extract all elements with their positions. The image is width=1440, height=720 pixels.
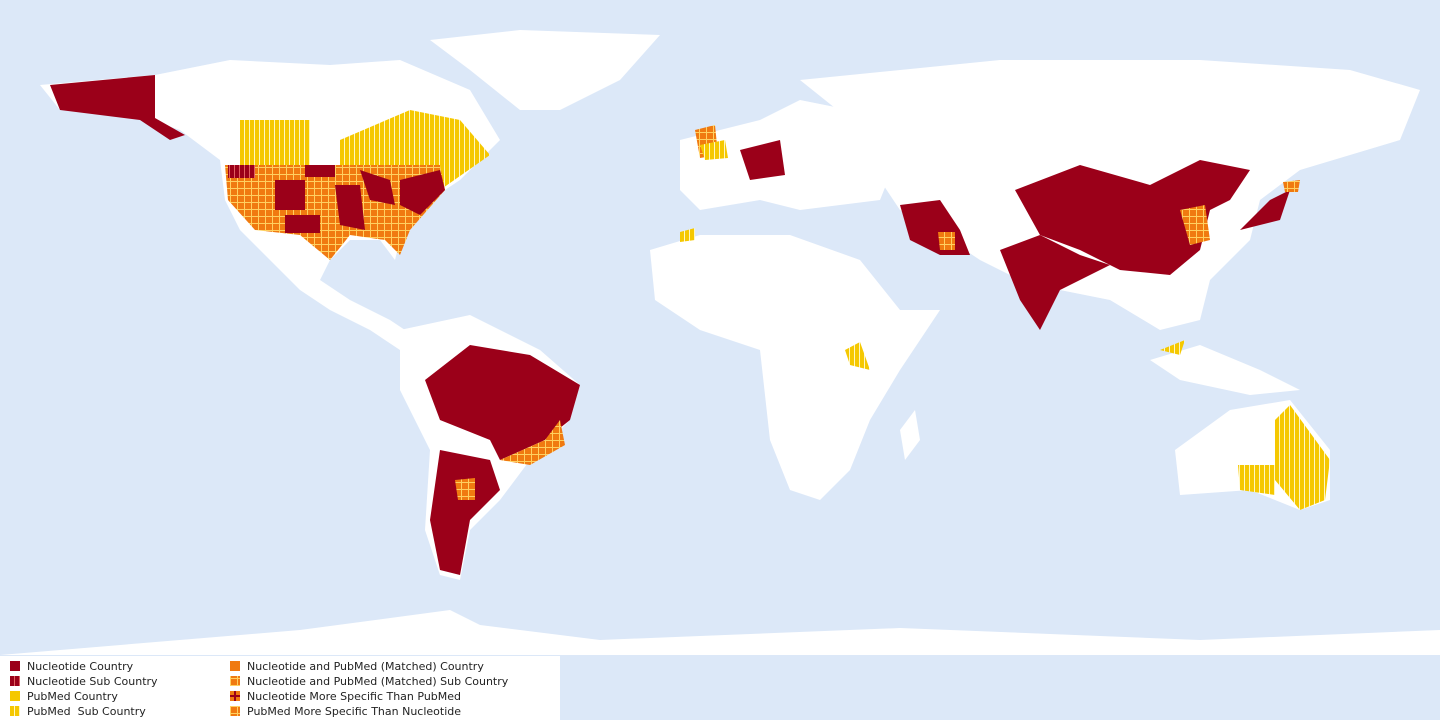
- legend-swatch: [10, 706, 20, 716]
- legend-label: Nucleotide Sub Country: [27, 675, 158, 688]
- legend: Nucleotide Country Nucleotide Sub Countr…: [0, 656, 560, 720]
- legend-swatch: [10, 676, 20, 686]
- legend-label: Nucleotide Country: [27, 660, 134, 673]
- legend-swatch: [230, 676, 240, 686]
- legend-swatch: [10, 691, 20, 701]
- legend-label: Nucleotide More Specific Than PubMed: [247, 690, 461, 703]
- legend-swatch: [10, 661, 20, 671]
- legend-swatch-mark: [230, 691, 240, 701]
- legend-label: PubMed More Specific Than Nucleotide: [247, 705, 461, 718]
- legend-background: [0, 656, 560, 720]
- legend-label: Nucleotide and PubMed (Matched) Sub Coun…: [247, 675, 509, 688]
- legend-label: PubMed Country: [27, 690, 118, 703]
- legend-label: PubMed Sub Country: [27, 705, 146, 718]
- legend-swatch: [230, 661, 240, 671]
- legend-swatch: [230, 706, 240, 716]
- colored-regions: [50, 75, 1330, 575]
- legend-label: Nucleotide and PubMed (Matched) Country: [247, 660, 484, 673]
